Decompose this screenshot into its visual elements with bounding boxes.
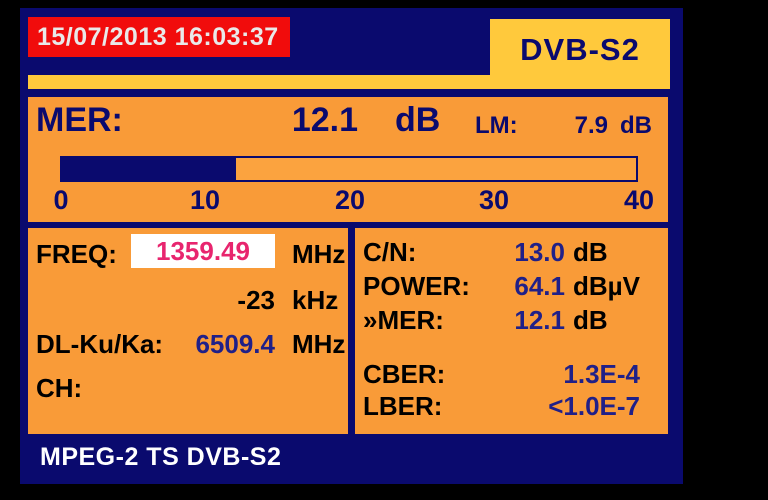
frequency-input[interactable]: 1359.49 — [131, 234, 275, 268]
scale-tick-0: 0 — [53, 185, 69, 215]
tuning-panel: FREQ: 1359.49 MHz -23 kHz DL-Ku/Ka: 6509… — [28, 228, 348, 434]
mer-row-value: 12.1 — [514, 305, 565, 335]
scale-tick-30: 30 — [478, 185, 510, 215]
cber-value: 1.3E-4 — [563, 359, 640, 389]
datetime-display: 15/07/2013 16:03:37 — [28, 17, 290, 57]
downlink-unit: MHz — [292, 329, 346, 359]
downlink-label: DL-Ku/Ka: — [36, 329, 164, 359]
measure-row-cn: C/N: 13.0 dB — [355, 237, 668, 267]
stream-status-text: MPEG-2 TS DVB-S2 — [40, 443, 282, 471]
measurements-panel: C/N: 13.0 dB POWER: 64.1 dBµV »MER: 12.1… — [355, 228, 668, 434]
scale-tick-10: 10 — [189, 185, 221, 215]
mer-level-bar-fill — [62, 158, 236, 180]
cber-label: CBER: — [363, 359, 446, 389]
mer-panel: MER: 12.1 dB LM: 7.9 dB 0 10 20 30 40 — [28, 97, 668, 222]
mer-row-label: »MER: — [363, 305, 444, 335]
downlink-value: 6509.4 — [195, 329, 275, 359]
frequency-offset-unit: kHz — [292, 285, 339, 315]
mer-level-bar — [60, 156, 638, 182]
power-value: 64.1 — [514, 271, 565, 301]
power-unit: dBµV — [573, 271, 640, 301]
channel-label: CH: — [36, 373, 83, 403]
measure-row-cber: CBER: 1.3E-4 — [355, 359, 668, 389]
frequency-label: FREQ: — [36, 239, 117, 269]
cn-label: C/N: — [363, 237, 417, 267]
power-label: POWER: — [363, 271, 470, 301]
mer-label: MER: — [36, 101, 123, 139]
lber-label: LBER: — [363, 391, 443, 421]
measure-row-mer: »MER: 12.1 dB — [355, 305, 668, 335]
header-divider-strip — [28, 75, 670, 89]
measure-row-power: POWER: 64.1 dBµV — [355, 271, 668, 301]
measure-row-lber: LBER: <1.0E-7 — [355, 391, 668, 421]
lber-value: <1.0E-7 — [548, 391, 640, 421]
cn-unit: dB — [573, 237, 608, 267]
cn-value: 13.0 — [514, 237, 565, 267]
scale-tick-20: 20 — [334, 185, 366, 215]
frequency-offset-value: -23 — [237, 285, 275, 315]
link-margin-unit: dB — [620, 112, 652, 139]
mer-row-unit: dB — [573, 305, 608, 335]
link-margin-value: 7.9 — [574, 112, 608, 139]
mer-unit: dB — [395, 101, 441, 139]
scale-tick-40: 40 — [623, 185, 655, 215]
mer-value: 12.1 — [291, 101, 358, 139]
link-margin-label: LM: — [475, 112, 518, 139]
meter-screen: 15/07/2013 16:03:37 DVB-S2 MER: 12.1 dB … — [20, 8, 683, 484]
frequency-unit: MHz — [292, 239, 346, 269]
